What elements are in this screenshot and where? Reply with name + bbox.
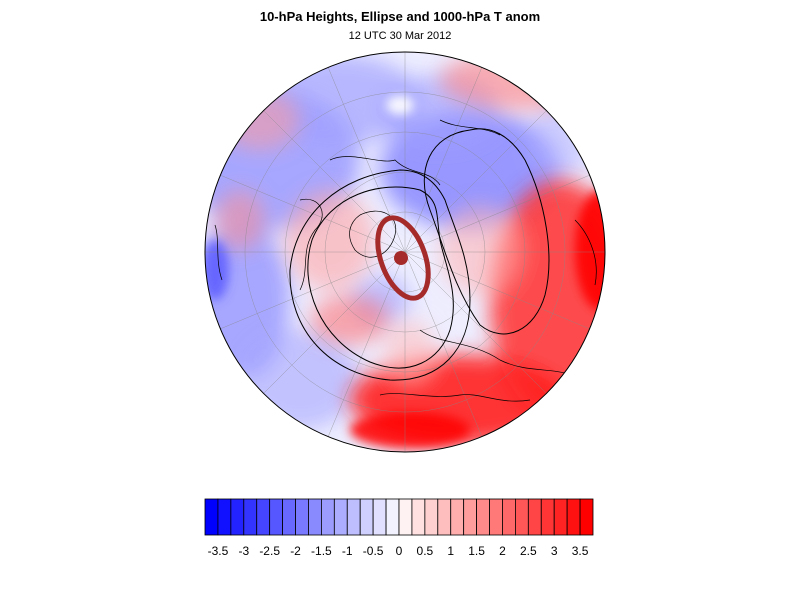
colorbar-tick-label: 3 xyxy=(551,544,558,558)
colorbar-tick-label: 1.5 xyxy=(468,544,485,558)
colorbar-cell xyxy=(346,498,361,536)
coastlines xyxy=(214,119,597,402)
colorbar-cell xyxy=(566,498,581,536)
ellipse-center xyxy=(394,251,408,265)
colorbar-cell xyxy=(398,498,413,536)
colorbar-cell xyxy=(489,498,503,536)
colorbar-cell xyxy=(437,498,452,536)
colorbar-cell xyxy=(295,498,309,536)
colorbar-cell xyxy=(385,498,400,536)
height-contours xyxy=(289,128,550,381)
colorbar-cell xyxy=(320,498,335,536)
colorbar-cell xyxy=(243,498,258,536)
graticule xyxy=(205,52,605,452)
colorbar-cell xyxy=(553,498,568,536)
colorbar-cell xyxy=(463,498,477,536)
colorbar-cell xyxy=(502,498,516,536)
colorbar-cell xyxy=(450,498,465,536)
colorbar-tick-label: -2.5 xyxy=(259,544,280,558)
colorbar-cell xyxy=(359,498,374,536)
colorbar-cell xyxy=(476,498,490,536)
colorbar-cell xyxy=(217,498,232,536)
map-subtitle: 12 UTC 30 Mar 2012 xyxy=(348,30,452,42)
colorbar-tick-label: 1 xyxy=(447,544,454,558)
colorbar-cell xyxy=(308,498,322,536)
colorbar-tick-label: -1 xyxy=(342,544,353,558)
colorbar-cell xyxy=(282,498,296,536)
colorbar-tick-label: -1.5 xyxy=(311,544,332,558)
colorbar-cell xyxy=(230,498,245,536)
colorbar-cell xyxy=(256,498,271,536)
colorbar-tick-label: -2 xyxy=(290,544,301,558)
colorbar-tick-label: -3.5 xyxy=(208,544,229,558)
colorbar-tick-label: -0.5 xyxy=(363,544,384,558)
globe-outline xyxy=(204,51,606,453)
colorbar-cell xyxy=(424,498,439,536)
map-title: 10-hPa Heights, Ellipse and 1000-hPa T a… xyxy=(259,9,541,24)
colorbar-cell xyxy=(540,498,555,536)
colorbar-cell xyxy=(269,498,283,536)
colorbar-tick-label: 0 xyxy=(396,544,403,558)
colorbar-tick-label: -3 xyxy=(238,544,249,558)
colorbar-tick-label: 3.5 xyxy=(572,544,589,558)
colorbar-tick-label: 2 xyxy=(499,544,506,558)
colorbar-cell xyxy=(333,498,348,536)
colorbar-cell xyxy=(411,498,426,536)
colorbar-cell xyxy=(204,498,219,536)
colorbar-tick-label: 0.5 xyxy=(417,544,434,558)
colorbar-cell xyxy=(515,498,529,536)
colorbar-tick-label: 2.5 xyxy=(520,544,537,558)
colorbar-cell xyxy=(579,498,594,536)
colorbar-cell xyxy=(527,498,542,536)
vortex-ellipse xyxy=(375,215,431,301)
colorbar-cell xyxy=(372,498,387,536)
